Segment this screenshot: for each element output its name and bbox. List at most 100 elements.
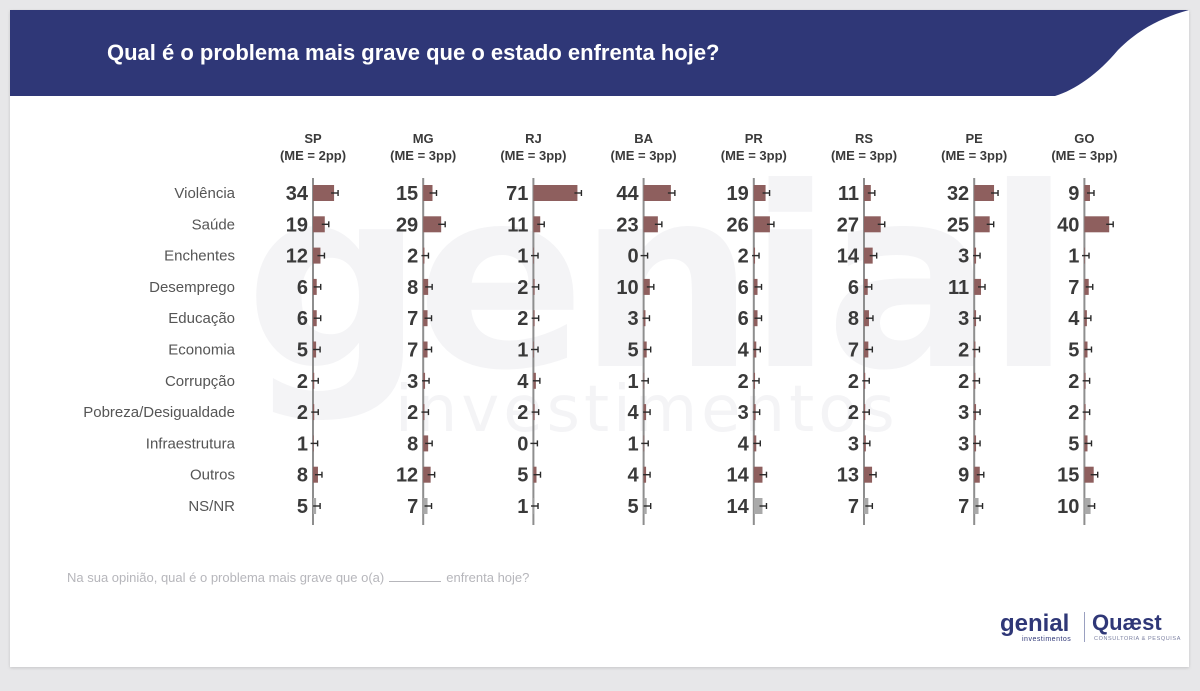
chart-area: Violência Saúde Enchentes Desemprego Educaçã…	[83, 131, 1117, 525]
value-label: 2	[1068, 402, 1079, 424]
value-label: 34	[286, 183, 309, 205]
bar	[313, 247, 321, 264]
value-label: 3	[738, 402, 749, 424]
bar	[643, 216, 658, 233]
question-footnote: Na sua opinião, qual é o problema mais g…	[67, 570, 529, 585]
footnote-blank	[389, 581, 442, 582]
value-label: 5	[1068, 340, 1079, 362]
value-label: 5	[627, 340, 638, 362]
bar	[864, 185, 871, 201]
value-label: 7	[407, 340, 418, 362]
footnote-suffix: enfrenta hoje?	[446, 570, 530, 585]
bar	[423, 185, 433, 201]
category-label: Violência	[174, 185, 235, 202]
value-label: 6	[297, 277, 308, 299]
bar	[643, 278, 650, 295]
value-label: 1	[297, 433, 308, 455]
value-label: 6	[738, 277, 749, 299]
value-label: 7	[1068, 277, 1079, 299]
genial-logo: genial	[1000, 610, 1070, 637]
series-header: MG	[413, 131, 434, 146]
value-label: 2	[297, 371, 308, 393]
value-label: 14	[727, 496, 750, 518]
value-label: 5	[627, 496, 638, 518]
series-header: BA	[634, 131, 653, 146]
series-margin: (ME = 3pp)	[831, 148, 897, 163]
value-label: 2	[517, 308, 528, 330]
category-label: Educação	[168, 310, 235, 327]
value-label: 3	[958, 246, 969, 268]
value-label: 8	[297, 465, 308, 487]
value-label: 71	[506, 183, 528, 205]
value-label: 19	[286, 214, 308, 236]
value-label: 32	[947, 183, 969, 205]
bar	[533, 185, 578, 201]
value-label: 2	[958, 371, 969, 393]
value-label: 29	[396, 214, 418, 236]
value-label: 1	[517, 496, 528, 518]
bar	[753, 185, 766, 201]
bar	[423, 216, 442, 233]
bar	[753, 216, 770, 233]
value-label: 2	[848, 371, 859, 393]
series-header: PE	[966, 131, 984, 146]
bar	[864, 247, 873, 264]
bar	[974, 216, 990, 233]
value-label: 1	[627, 433, 638, 455]
value-label: 14	[837, 246, 860, 268]
category-label: Economia	[168, 342, 235, 359]
value-label: 1	[517, 246, 528, 268]
value-label: 8	[848, 308, 859, 330]
value-label: 11	[507, 214, 528, 236]
value-label: 4	[738, 433, 750, 455]
category-label: Pobreza/Desigualdade	[83, 404, 235, 421]
value-label: 2	[517, 277, 528, 299]
value-label: 12	[396, 465, 418, 487]
value-label: 2	[407, 402, 418, 424]
value-label: 12	[286, 246, 308, 268]
value-label: 2	[958, 340, 969, 362]
value-label: 25	[947, 214, 969, 236]
value-label: 9	[1068, 183, 1079, 205]
value-label: 5	[297, 340, 308, 362]
value-label: 7	[958, 496, 969, 518]
series-margin: (ME = 3pp)	[721, 148, 787, 163]
bar	[1084, 498, 1091, 514]
category-label: Infraestrutura	[146, 435, 236, 452]
footnote-prefix: Na sua opinião, qual é o problema mais g…	[67, 570, 385, 585]
value-label: 4	[627, 402, 639, 424]
slide: Qual é o problema mais grave que o estad…	[10, 10, 1189, 667]
value-label: 0	[517, 433, 528, 455]
value-label: 3	[407, 371, 418, 393]
series-margin: (ME = 3pp)	[500, 148, 566, 163]
value-label: 3	[627, 308, 638, 330]
bar	[974, 185, 995, 201]
value-label: 10	[616, 277, 638, 299]
value-label: 11	[838, 183, 859, 205]
genial-logo-sub: investimentos	[1022, 636, 1072, 643]
series-header: GO	[1074, 131, 1094, 146]
value-label: 3	[848, 433, 859, 455]
bar	[313, 185, 335, 201]
value-label: 1	[627, 371, 638, 393]
bar	[533, 216, 541, 233]
value-label: 3	[958, 402, 969, 424]
bar	[423, 466, 431, 483]
value-label: 4	[517, 371, 529, 393]
series-margin: (ME = 3pp)	[1051, 148, 1117, 163]
value-label: 0	[627, 246, 638, 268]
value-label: 2	[848, 402, 859, 424]
value-label: 2	[738, 246, 749, 268]
value-label: 2	[407, 246, 418, 268]
category-label: Corrupção	[165, 373, 235, 390]
quaest-logo: Quæst	[1092, 610, 1162, 635]
value-label: 26	[727, 214, 749, 236]
value-label: 8	[407, 433, 418, 455]
value-label: 40	[1057, 214, 1079, 236]
bar	[974, 278, 982, 295]
series-header: RS	[855, 131, 873, 146]
bar	[1084, 216, 1110, 233]
logo-separator	[1084, 612, 1085, 642]
value-label: 19	[727, 183, 749, 205]
series-header: RJ	[525, 131, 542, 146]
